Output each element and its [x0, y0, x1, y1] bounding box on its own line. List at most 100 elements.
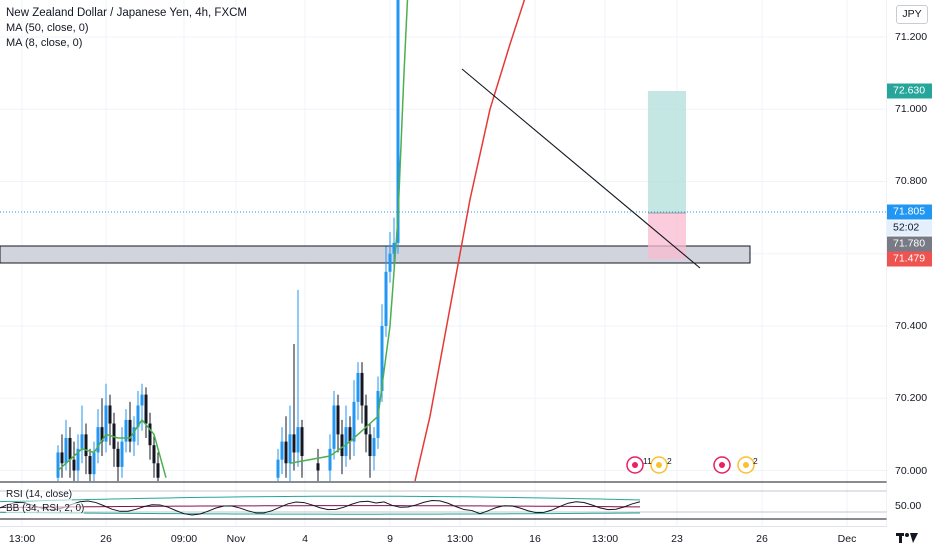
candle-body: [156, 463, 160, 478]
candle: [152, 434, 156, 478]
time-tick-label: 09:00: [170, 533, 198, 545]
candlestick-series: [56, 0, 400, 481]
event-count-a: 11: [643, 456, 652, 466]
rsi-legend[interactable]: RSI (14, close): [6, 489, 73, 501]
ma8-legend[interactable]: MA (8, close, 0): [6, 37, 83, 49]
rsi-line: [0, 500, 641, 516]
candle-body: [340, 434, 344, 457]
candle: [356, 362, 360, 420]
candle-body: [136, 405, 140, 428]
candle-body: [120, 441, 124, 467]
time-tick-label: 23: [671, 533, 683, 545]
time-tick-label: 13:00: [591, 533, 619, 545]
candle-body: [128, 419, 132, 442]
candle-body: [372, 437, 376, 457]
chart-canvas[interactable]: [0, 0, 887, 526]
candle-body: [328, 448, 332, 471]
event-marker-icon[interactable]: [737, 456, 755, 474]
candle-body: [56, 452, 60, 478]
candle: [156, 452, 160, 481]
candle-body: [348, 427, 352, 442]
candle: [84, 423, 88, 475]
candle: [284, 416, 288, 478]
ma8-line-left: [57, 418, 167, 478]
candle: [300, 419, 304, 478]
price-axis[interactable]: 73.00072.80072.60072.40072.20072.00071.8…: [887, 0, 932, 550]
candle: [384, 246, 388, 337]
candle-body: [288, 434, 292, 464]
candle: [132, 416, 136, 457]
candle-body: [104, 405, 108, 442]
candle: [292, 344, 296, 471]
candle: [112, 412, 116, 467]
event-marker-icon[interactable]: [650, 456, 668, 474]
price-tick-label: 70.800: [895, 175, 928, 188]
time-tick-label: 9: [387, 533, 393, 545]
candle: [76, 434, 80, 481]
candle: [92, 441, 96, 481]
ma50-line: [414, 0, 526, 482]
candle: [124, 409, 128, 453]
time-tick-label: 26: [100, 533, 112, 545]
candle-body: [316, 463, 320, 471]
price-tick-label: 71.200: [895, 30, 928, 43]
candle: [352, 380, 356, 457]
event-marker-icon[interactable]: [626, 456, 644, 474]
chart-legend: New Zealand Dollar / Japanese Yen, 4h, F…: [6, 6, 247, 51]
candle-body: [296, 427, 300, 453]
ma8-value-badge: 71.780: [887, 236, 932, 252]
time-tick-label: Dec: [837, 533, 857, 545]
candle: [148, 412, 152, 460]
stop-price-badge: 71.479: [887, 251, 932, 267]
candle-body: [152, 445, 156, 464]
candle: [64, 419, 68, 471]
candle-body: [388, 253, 392, 272]
candle-body: [344, 427, 348, 457]
candle-body: [144, 394, 148, 424]
bb-legend[interactable]: BB (34, RSI, 2, 0): [6, 503, 85, 515]
target-zone: [648, 91, 686, 213]
candle-body: [88, 456, 92, 475]
event-marker-icon[interactable]: [713, 456, 731, 474]
candle: [368, 423, 372, 478]
candle: [88, 448, 92, 481]
candle: [68, 427, 72, 478]
time-axis[interactable]: 13:00 26 09:00 Nov 4 9 13:00 16 13:00 23 26 Dec: [0, 526, 887, 551]
candle-body: [148, 423, 152, 446]
candle: [296, 289, 300, 467]
candle: [332, 391, 336, 460]
candle: [336, 394, 340, 453]
symbol-title[interactable]: New Zealand Dollar / Japanese Yen, 4h, F…: [6, 7, 247, 19]
candle: [60, 434, 64, 478]
candle-body: [140, 394, 144, 406]
candle: [372, 427, 376, 471]
currency-button[interactable]: JPY: [896, 5, 928, 24]
candle: [288, 405, 292, 481]
candle-body: [92, 452, 96, 475]
candle-body: [392, 242, 396, 254]
time-tick-label: Nov: [226, 533, 246, 545]
candle: [136, 391, 140, 446]
candle: [104, 383, 108, 453]
ma8-line: [289, 0, 409, 465]
candle-body: [364, 405, 368, 435]
candle-body: [76, 448, 80, 471]
candle-body: [380, 325, 384, 392]
bb-lower-band: [0, 511, 641, 515]
candle-body: [300, 427, 304, 457]
time-tick-label: 16: [529, 533, 541, 545]
bb-basis-line: [0, 505, 641, 508]
candle-body: [132, 427, 136, 442]
time-tick-label: 13:00: [8, 533, 36, 545]
event-dot: [743, 462, 749, 468]
candle-body: [396, 0, 400, 243]
candle-body: [108, 405, 112, 424]
ma50-legend[interactable]: MA (50, close, 0): [6, 22, 89, 34]
candle-body: [116, 448, 120, 467]
candle: [100, 398, 104, 457]
tradingview-logo-icon[interactable]: [896, 532, 918, 544]
candle: [280, 427, 284, 475]
candle: [120, 427, 124, 478]
event-count-c: 2: [753, 456, 758, 466]
candle: [80, 405, 84, 464]
